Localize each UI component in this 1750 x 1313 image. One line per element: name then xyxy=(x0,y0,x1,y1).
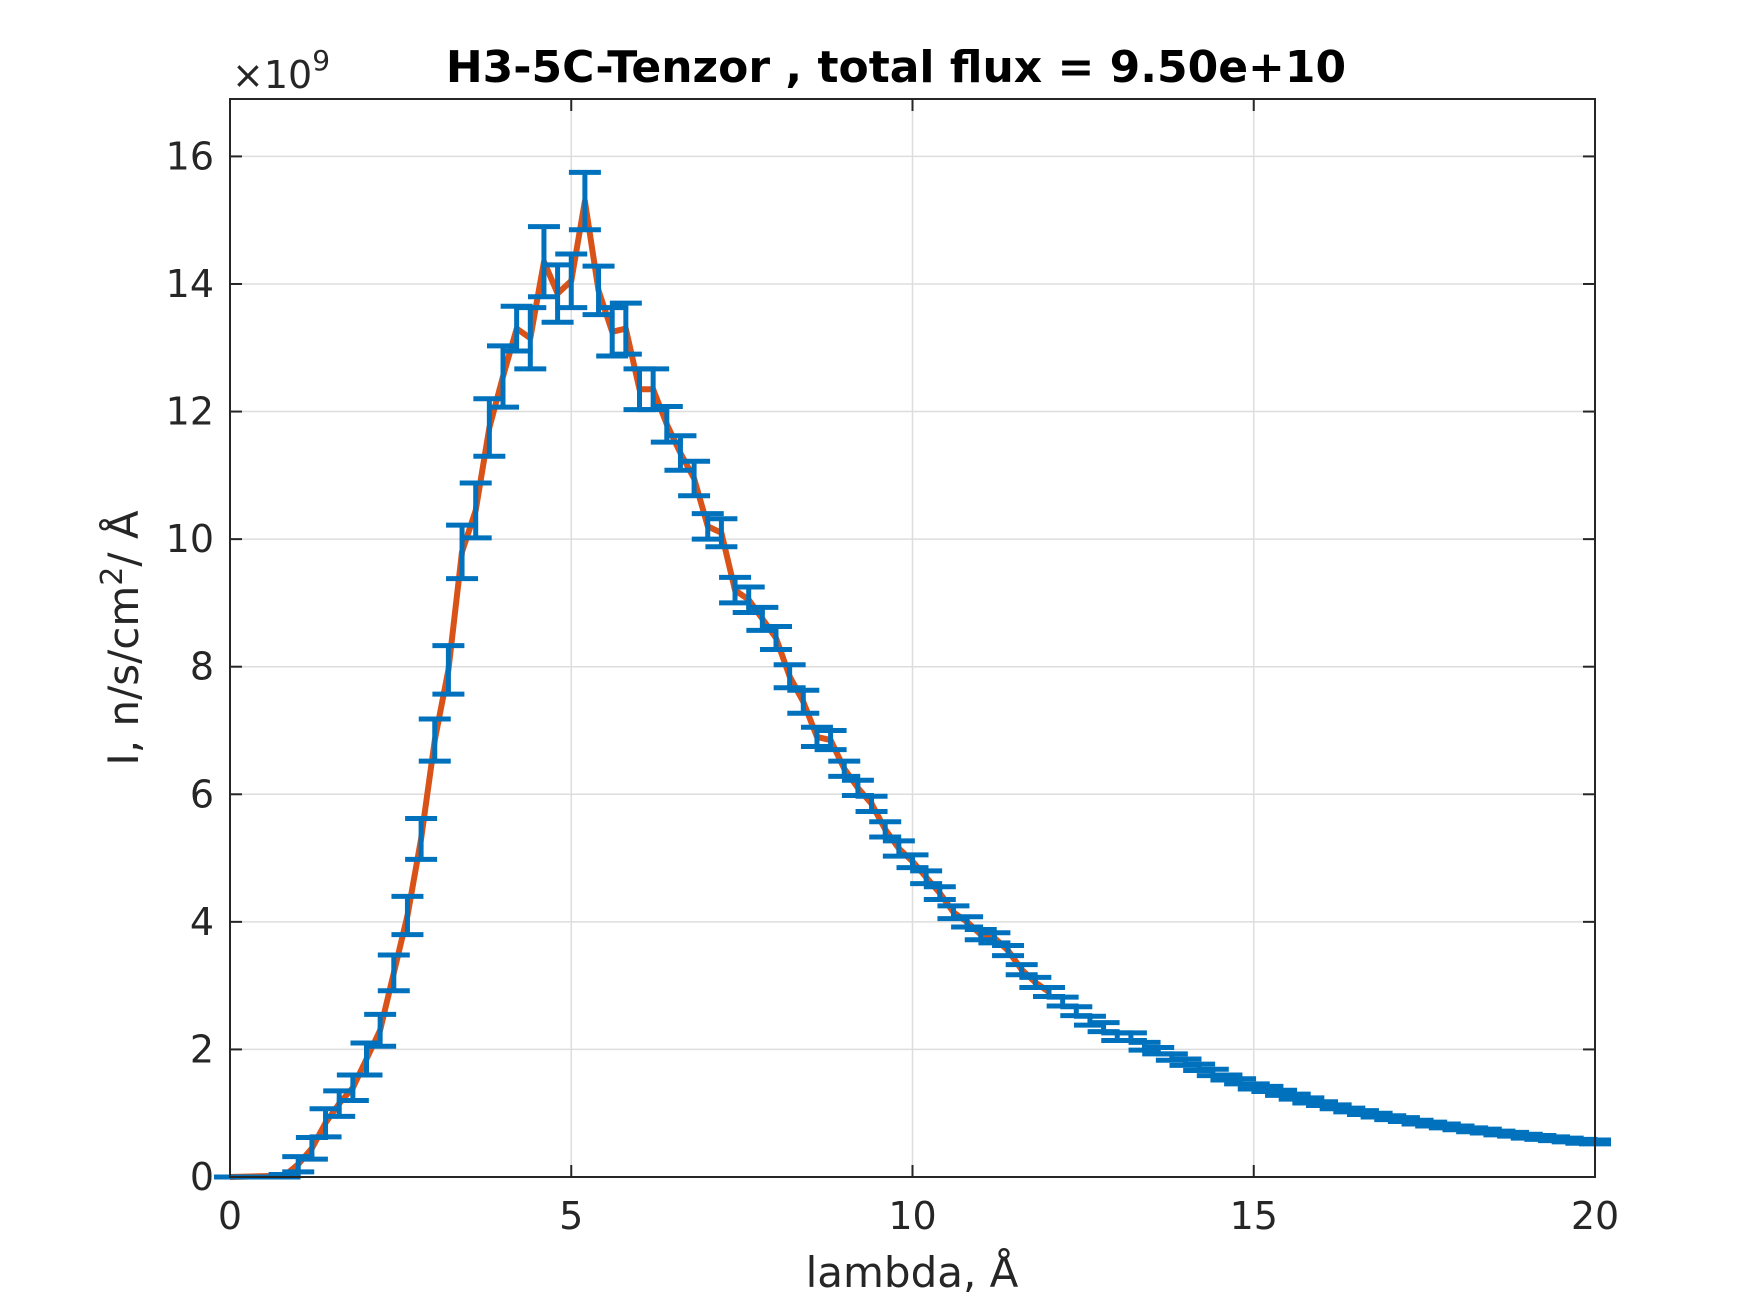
errorbar-point xyxy=(432,643,465,697)
plot-frame xyxy=(229,98,1596,1178)
errorbar-point xyxy=(377,952,410,994)
errorbar-point xyxy=(459,480,492,541)
errorbar-point xyxy=(309,1106,342,1140)
y-axis-label-tail: / Å xyxy=(98,510,148,567)
x-tick-label: 0 xyxy=(218,1194,242,1238)
errorbar-point xyxy=(814,727,847,753)
errorbar-point xyxy=(719,574,752,606)
errorbar-point xyxy=(541,262,574,325)
errorbar-point xyxy=(760,624,792,652)
errorbar-point xyxy=(446,522,479,582)
errorbar-point xyxy=(992,942,1025,959)
errorbar-point xyxy=(869,819,902,840)
errorbar-point xyxy=(923,884,956,903)
errorbar-point xyxy=(364,1011,397,1049)
x-tick-label: 10 xyxy=(888,1194,936,1238)
errorbar-point xyxy=(1005,962,1038,978)
errorbar-point xyxy=(910,868,943,887)
errorbar-point xyxy=(855,793,888,815)
errorbar-point xyxy=(609,300,642,357)
errorbar-point xyxy=(555,251,588,311)
y-exponent-power: 9 xyxy=(312,44,330,77)
errorbar-point xyxy=(705,516,738,550)
x-tick-label: 15 xyxy=(1230,1194,1278,1238)
grid xyxy=(230,99,1595,1177)
errorbar-point xyxy=(391,893,424,938)
errorbar-point xyxy=(487,343,519,410)
errorbar-point xyxy=(637,366,670,413)
errorbar-point xyxy=(514,305,547,372)
x-tick-label: 5 xyxy=(559,1194,583,1238)
y-tick-label: 16 xyxy=(166,134,214,178)
y-exponent: ×109 xyxy=(232,44,330,97)
y-tick-label: 0 xyxy=(190,1155,214,1199)
errorbar-series xyxy=(214,169,1611,1180)
errorbar-point xyxy=(951,914,984,930)
y-axis-label-sup: 2 xyxy=(95,567,130,586)
y-exponent-prefix: ×10 xyxy=(232,53,312,97)
y-tick-label: 6 xyxy=(190,772,214,816)
y-axis-label-main: I, n/s/cm xyxy=(99,586,148,766)
y-tick-label: 10 xyxy=(166,517,214,561)
errorbar-point xyxy=(527,224,560,300)
errorbar-point xyxy=(405,816,438,862)
errorbar-point xyxy=(568,169,601,233)
axis-ticks: 0 5 10 15 20 0 2 4 6 8 10 12 14 16 xyxy=(166,99,1619,1238)
errorbar-point xyxy=(664,433,697,473)
errorbar-point xyxy=(896,852,929,871)
chart-title: H3-5C-Tenzor , total flux = 9.50e+10 xyxy=(446,42,1346,93)
errorbar-point xyxy=(828,758,861,779)
x-axis-label: lambda, Å xyxy=(806,1247,1019,1297)
errorbar-point xyxy=(323,1088,356,1119)
errorbar-point xyxy=(978,930,1011,946)
y-tick-label: 8 xyxy=(190,645,214,689)
y-tick-label: 12 xyxy=(166,390,214,434)
errorbar-point xyxy=(773,662,806,691)
y-tick-label: 14 xyxy=(166,262,214,306)
y-axis-label: I, n/s/cm2/ Å xyxy=(95,510,148,766)
y-tick-label: 2 xyxy=(190,1027,214,1071)
errorbar-point xyxy=(418,716,451,764)
errorbar-point xyxy=(787,687,820,716)
y-tick-label: 4 xyxy=(190,900,214,944)
x-tick-label: 20 xyxy=(1571,1194,1619,1238)
errorbar-point xyxy=(678,458,711,499)
